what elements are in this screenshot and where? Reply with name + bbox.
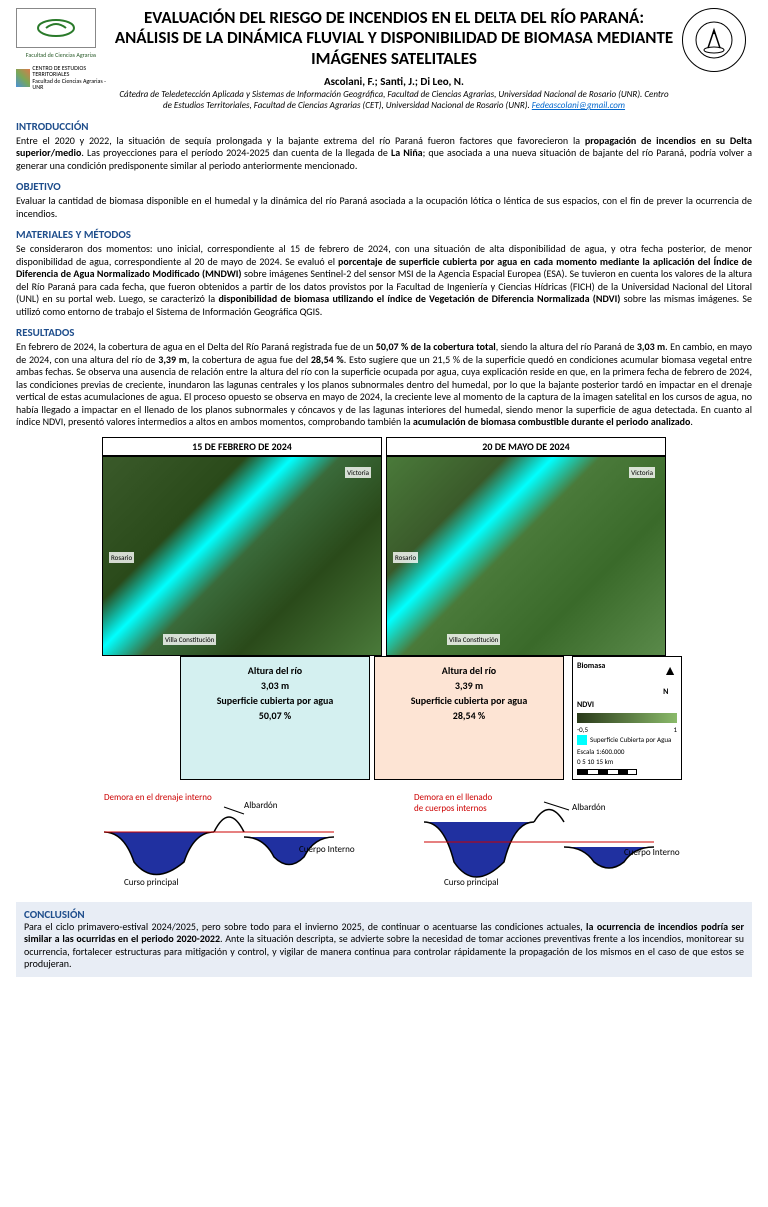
diag-curso-l: Curso principal: [124, 877, 178, 888]
map-title-right: 20 DE MAYO DE 2024: [386, 437, 666, 456]
logo-right: [682, 8, 752, 72]
ndvi-max: 1: [673, 725, 677, 735]
email-link[interactable]: Fedeascolani@gmail.com: [532, 100, 625, 111]
diag-curso-r: Curso principal: [444, 877, 498, 888]
diagrams-row: Demora en el drenaje interno Albardón Cu…: [16, 792, 752, 892]
city-villa-r: Villa Constitución: [447, 634, 500, 645]
diag-albardon-r: Albardón: [572, 802, 606, 813]
map-panel-left: 15 DE FEBRERO DE 2024 Victoria Rosario V…: [102, 437, 382, 656]
ndvi-gradient: [577, 713, 677, 723]
affiliation: Cátedra de Teledetección Aplicada y Sist…: [114, 90, 674, 112]
map-title-left: 15 DE FEBRERO DE 2024: [102, 437, 382, 456]
conclusion-body: Para el ciclo primavero-estival 2024/202…: [24, 921, 744, 971]
altura-val-r: 3,39 m: [455, 679, 483, 692]
sup-label-r: Superficie cubierta por agua: [411, 694, 528, 707]
sup-label-l: Superficie cubierta por agua: [217, 694, 334, 707]
cet-text: CENTRO DE ESTUDIOS TERRITORIALES Faculta…: [32, 65, 106, 91]
legend-sup-agua: Superficie Cubierta por Agua: [590, 735, 671, 745]
legend-ndvi: NDVI: [577, 700, 594, 710]
logo-fca-text: Facultad de Ciencias Agrarias: [16, 52, 106, 59]
city-villa-l: Villa Constitución: [163, 634, 216, 645]
title-block: EVALUACIÓN DEL RIESGO DE INCENDIOS EN EL…: [114, 8, 674, 112]
main-title: EVALUACIÓN DEL RIESGO DE INCENDIOS EN EL…: [114, 8, 674, 69]
cet-line1: CENTRO DE ESTUDIOS TERRITORIALES: [32, 65, 106, 78]
sup-val-r: 28,54 %: [453, 709, 485, 722]
res-body: En febrero de 2024, la cobertura de agua…: [16, 341, 752, 429]
diag-red-l: Demora en el drenaje interno: [104, 792, 212, 803]
map-panel-right: 20 DE MAYO DE 2024 Victoria Rosario Vill…: [386, 437, 666, 656]
unr-seal: [682, 8, 746, 72]
maps-row: 15 DE FEBRERO DE 2024 Victoria Rosario V…: [16, 437, 752, 656]
logo-fca: [16, 8, 96, 48]
diag-red-r: Demora en el llenado de cuerpos internos: [414, 792, 494, 814]
met-head: MATERIALES Y MÉTODOS: [16, 228, 752, 241]
legend-biomasa: Biomasa: [577, 661, 605, 700]
ndvi-min: -0,5: [577, 725, 588, 735]
intro-body: Entre el 2020 y 2022, la situación de se…: [16, 135, 752, 173]
intro-head: INTRODUCCIÓN: [16, 120, 752, 133]
stat-box-left: Altura del río 3,03 m Superficie cubiert…: [180, 656, 370, 780]
altura-val-l: 3,03 m: [261, 679, 289, 692]
conclusion-box: CONCLUSIÓN Para el ciclo primavero-estiv…: [16, 902, 752, 977]
city-rosario-r: Rosario: [393, 552, 418, 563]
obj-head: OBJETIVO: [16, 180, 752, 193]
diag-albardon-l: Albardón: [244, 800, 278, 811]
header: Facultad de Ciencias Agrarias CENTRO DE …: [16, 8, 752, 112]
city-rosario-l: Rosario: [109, 552, 134, 563]
scale-ticks: 0 5 10 15 km: [577, 757, 677, 767]
authors: Ascolani, F.; Santi, J.; Di Leo, N.: [114, 75, 674, 88]
map-image-right: Victoria Rosario Villa Constitución: [386, 456, 666, 656]
north-arrow-icon: ▲N: [663, 661, 677, 700]
legend-escala: Escala 1:600.000: [577, 747, 677, 757]
altura-label-r: Altura del río: [442, 664, 496, 677]
sup-val-l: 50,07 %: [259, 709, 291, 722]
stat-box-right: Altura del río 3,39 m Superficie cubiert…: [374, 656, 564, 780]
diagram-left: Demora en el drenaje interno Albardón Cu…: [84, 792, 364, 892]
stats-row: Altura del río 3,03 m Superficie cubiert…: [16, 656, 752, 780]
cet-icon: [16, 69, 30, 87]
obj-body: Evaluar la cantidad de biomasa disponibl…: [16, 195, 752, 220]
diagram-right: Demora en el llenado de cuerpos internos…: [404, 792, 684, 892]
diag-cuerpo-l: Cuerpo Interno: [299, 844, 355, 855]
scale-bar: [577, 769, 637, 775]
logo-cet: CENTRO DE ESTUDIOS TERRITORIALES Faculta…: [16, 65, 106, 91]
altura-label-l: Altura del río: [248, 664, 302, 677]
city-victoria-r: Victoria: [629, 467, 655, 478]
city-victoria-l: Victoria: [345, 467, 371, 478]
legend-water-swatch: [577, 735, 587, 745]
met-body: Se consideraron dos momentos: uno inicia…: [16, 243, 752, 318]
logos-left: Facultad de Ciencias Agrarias CENTRO DE …: [16, 8, 106, 91]
map-image-left: Victoria Rosario Villa Constitución: [102, 456, 382, 656]
res-head: RESULTADOS: [16, 326, 752, 339]
diag-cuerpo-r: Cuerpo Interno: [624, 847, 680, 858]
cet-line2: Facultad de Ciencias Agrarias - UNR: [32, 78, 106, 91]
legend-box: Biomasa ▲N NDVI -0,5 1 Superficie Cubier…: [572, 656, 682, 780]
